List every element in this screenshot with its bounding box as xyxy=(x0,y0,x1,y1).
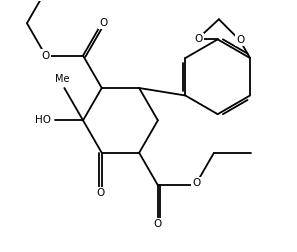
Text: O: O xyxy=(192,178,200,188)
Text: HO: HO xyxy=(35,115,51,125)
Text: O: O xyxy=(99,18,108,28)
Text: O: O xyxy=(195,34,203,44)
Text: O: O xyxy=(154,219,162,230)
Text: O: O xyxy=(97,188,105,198)
Text: O: O xyxy=(42,51,50,60)
Text: O: O xyxy=(236,35,245,45)
Text: Me: Me xyxy=(55,74,70,84)
